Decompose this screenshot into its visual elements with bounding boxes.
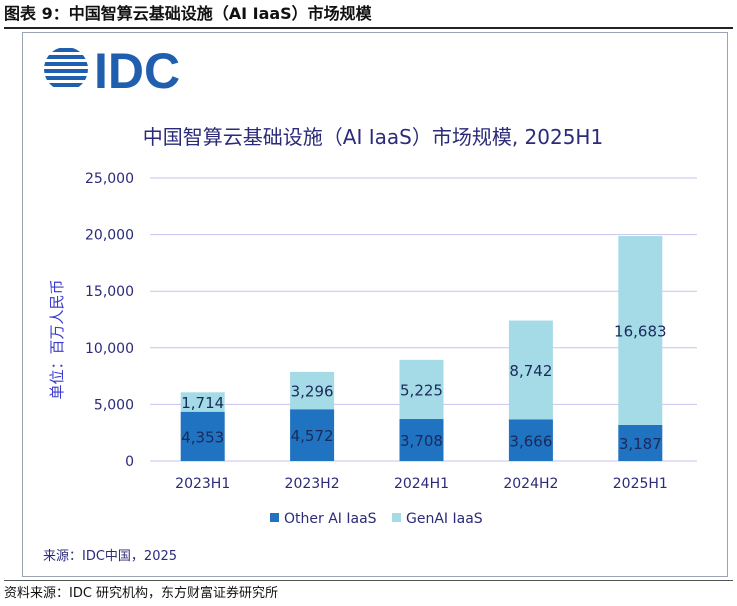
- bar-segment: [508, 419, 553, 461]
- chart-panel: [22, 32, 728, 577]
- data-label: 5,225: [400, 381, 443, 399]
- data-label: 1,714: [181, 394, 224, 412]
- bar-segment: [508, 320, 553, 420]
- idc-logo-text: IDC: [94, 43, 180, 95]
- y-tick-label: 20,000: [85, 228, 134, 244]
- x-tick-label: 2024H1: [394, 476, 449, 492]
- y-tick-label: 25,000: [85, 171, 134, 187]
- x-tick-label: 2023H2: [285, 476, 340, 492]
- bar-segment: [180, 411, 225, 461]
- legend-label: Other AI IaaS: [284, 511, 377, 527]
- data-label: 4,353: [181, 428, 224, 446]
- y-axis-label: 单位：百万人民币: [48, 279, 66, 399]
- y-tick-label: 15,000: [85, 284, 134, 300]
- footnote-divider: [4, 580, 733, 581]
- legend: Other AI IaaS GenAI IaaS: [270, 511, 483, 527]
- chart-title: 中国智算云基础设施（AI IaaS）市场规模, 2025H1: [143, 125, 603, 149]
- data-label: 3,296: [291, 383, 334, 401]
- data-label: 16,683: [614, 322, 667, 340]
- y-tick-label: 10,000: [85, 341, 134, 357]
- bars: 4,353 1,714 4,572 3,296 3,708 5,225 3,666 8,742…: [180, 236, 667, 461]
- x-axis-ticks: 2023H1 2023H2 2024H1 2024H2 2025H1: [175, 476, 668, 492]
- legend-label: GenAI IaaS: [406, 511, 483, 527]
- idc-globe-icon: [44, 48, 88, 87]
- idc-logo: IDC: [44, 43, 180, 95]
- y-tick-label: 5,000: [94, 397, 134, 413]
- legend-swatch: [270, 513, 279, 522]
- data-label: 3,187: [619, 435, 662, 453]
- figure-title: 图表 9：中国智算云基础设施（AI IaaS）市场规模: [4, 4, 372, 23]
- x-tick-label: 2023H1: [175, 476, 230, 492]
- bar-segment: [180, 392, 225, 412]
- bar-segment: [618, 424, 663, 461]
- bar-segment: [290, 409, 335, 461]
- data-label: 4,572: [291, 427, 334, 445]
- data-label: 8,742: [509, 362, 552, 380]
- x-tick-label: 2024H2: [503, 476, 558, 492]
- data-label: 3,666: [509, 432, 552, 450]
- data-label: 3,708: [400, 432, 443, 450]
- x-tick-label: 2025H1: [613, 476, 668, 492]
- y-tick-label: 0: [125, 454, 134, 470]
- bar-segment: [399, 419, 444, 461]
- bar-segment: [618, 236, 663, 425]
- footnote: 资料来源：IDC 研究机构，东方财富证券研究所: [4, 586, 279, 601]
- bar-segment: [399, 359, 444, 420]
- title-divider: [4, 27, 733, 29]
- legend-swatch: [392, 513, 401, 522]
- bar-segment: [290, 371, 335, 410]
- y-axis-ticks: 0 5,000 10,000 15,000 20,000 25,000: [85, 171, 134, 470]
- source-note: 来源：IDC中国，2025: [43, 549, 178, 564]
